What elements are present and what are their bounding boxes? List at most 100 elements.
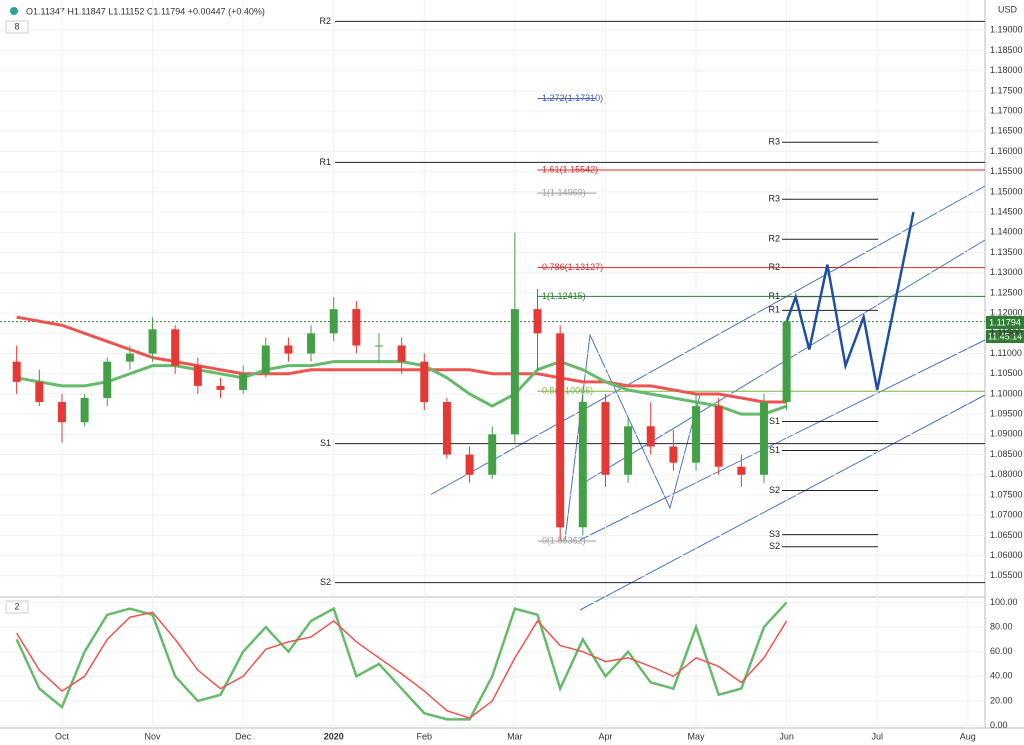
- level-label: R3: [768, 137, 780, 147]
- candle-body: [329, 309, 338, 334]
- y-tick-label: 1.10000: [990, 388, 1023, 398]
- y-tick-label: 1.09000: [990, 429, 1023, 439]
- candle-body: [692, 406, 701, 463]
- y-tick-label: 1.18000: [990, 65, 1023, 75]
- candle-body: [171, 329, 180, 366]
- candle-body: [624, 426, 633, 475]
- y-tick-label: 1.13500: [990, 247, 1023, 257]
- y-tick-label: 1.17500: [990, 85, 1023, 95]
- candle-body: [737, 466, 746, 475]
- channel-line: [579, 394, 986, 611]
- candle-body: [510, 309, 519, 435]
- y-tick-label: 1.06000: [990, 550, 1023, 560]
- level-label: R1: [768, 305, 780, 315]
- x-tick-label: Nov: [145, 731, 162, 741]
- candle-body: [488, 434, 497, 475]
- price-tag: [986, 316, 1024, 329]
- y-tick-label: 1.15000: [990, 186, 1023, 196]
- level-label: S2: [769, 485, 780, 495]
- level-label: S1: [769, 416, 780, 426]
- y-tick-label: 1.19000: [990, 25, 1023, 35]
- y-tick-label: 1.06500: [990, 530, 1023, 540]
- candle-body: [103, 361, 112, 399]
- y-tick-label: 1.18500: [990, 45, 1023, 55]
- candle-body: [261, 345, 270, 374]
- candle-body: [669, 446, 678, 463]
- level-label: 0.5(1.10066): [542, 386, 593, 396]
- candle-body: [442, 402, 451, 455]
- series-line: [15, 601, 788, 721]
- x-tick-label: Feb: [417, 731, 433, 741]
- y-tick-label: 1.14000: [990, 227, 1023, 237]
- level-label: 1.272(1.17310): [542, 93, 603, 103]
- candle-body: [239, 373, 248, 390]
- symbol-icon[interactable]: [10, 7, 18, 15]
- y-tick-label: 1.15500: [990, 166, 1023, 176]
- x-tick-label: Mar: [507, 731, 523, 741]
- y-tick-label: 20.00: [990, 695, 1013, 705]
- candle-body: [578, 402, 587, 528]
- candle-body: [284, 345, 293, 354]
- currency-label: USD: [998, 4, 1018, 14]
- y-tick-label: 1.12500: [990, 287, 1023, 297]
- candle-body: [601, 402, 610, 475]
- y-tick-label: 1.09500: [990, 409, 1023, 419]
- y-tick-label: 1.16500: [990, 126, 1023, 136]
- y-tick-label: 1.12000: [990, 308, 1023, 318]
- candle-body: [782, 321, 791, 403]
- candle-body: [465, 454, 474, 475]
- level-label: 0(1.06362): [542, 535, 586, 545]
- candle-body: [556, 333, 565, 528]
- level-label: R2: [319, 16, 331, 26]
- x-tick-label: 2020: [324, 731, 344, 741]
- level-label: R2: [768, 234, 780, 244]
- level-label: R3: [768, 194, 780, 204]
- candle-body: [35, 381, 44, 403]
- x-tick-label: Apr: [598, 731, 612, 741]
- y-tick-label: 1.14500: [990, 207, 1023, 217]
- candle-body: [148, 329, 157, 354]
- x-tick-label: Oct: [55, 731, 70, 741]
- y-tick-label: 0.00: [990, 720, 1008, 730]
- level-label: 1.61(1.15542): [542, 164, 598, 174]
- y-tick-label: 1.13000: [990, 267, 1023, 277]
- x-tick-label: Aug: [960, 731, 976, 741]
- y-tick-label: 80.00: [990, 621, 1013, 631]
- candle-body: [759, 402, 768, 475]
- level-label: S2: [320, 577, 331, 587]
- candle-body: [420, 361, 429, 403]
- candle-body: [216, 385, 225, 390]
- candle-body: [125, 353, 134, 362]
- level-label: S1: [769, 445, 780, 455]
- y-tick-label: 100.00: [990, 597, 1018, 607]
- candle-body: [57, 402, 66, 423]
- y-tick-label: 1.07000: [990, 510, 1023, 520]
- level-label: S2: [769, 541, 780, 551]
- series-line: [16, 611, 788, 719]
- y-tick-label: 1.08500: [990, 449, 1023, 459]
- candle-body: [714, 406, 723, 467]
- candle-body: [193, 365, 202, 386]
- candle-body: [374, 345, 383, 347]
- pane-badge[interactable]: [5, 600, 29, 614]
- candle-body: [646, 426, 655, 447]
- x-tick-label: May: [688, 731, 706, 741]
- pane-badge-text: 8: [14, 21, 19, 31]
- x-tick-label: Jun: [779, 731, 794, 741]
- series-line: [785, 211, 915, 391]
- y-tick-label: 60.00: [990, 646, 1013, 656]
- x-tick-label: Dec: [235, 731, 252, 741]
- y-tick-label: 40.00: [990, 671, 1013, 681]
- y-tick-label: 1.08000: [990, 469, 1023, 479]
- candle-body: [307, 333, 316, 354]
- pane-badge-text: 2: [14, 601, 19, 611]
- level-label: S3: [769, 529, 780, 539]
- last-price: 1.11794: [989, 317, 1021, 327]
- level-label: R1: [319, 157, 331, 167]
- level-label: R2: [768, 262, 780, 272]
- y-tick-label: 1.07500: [990, 489, 1023, 499]
- y-tick-label: 1.11500: [990, 328, 1022, 338]
- level-label: 1(1.12415): [542, 291, 586, 301]
- level-label: S1: [320, 438, 331, 448]
